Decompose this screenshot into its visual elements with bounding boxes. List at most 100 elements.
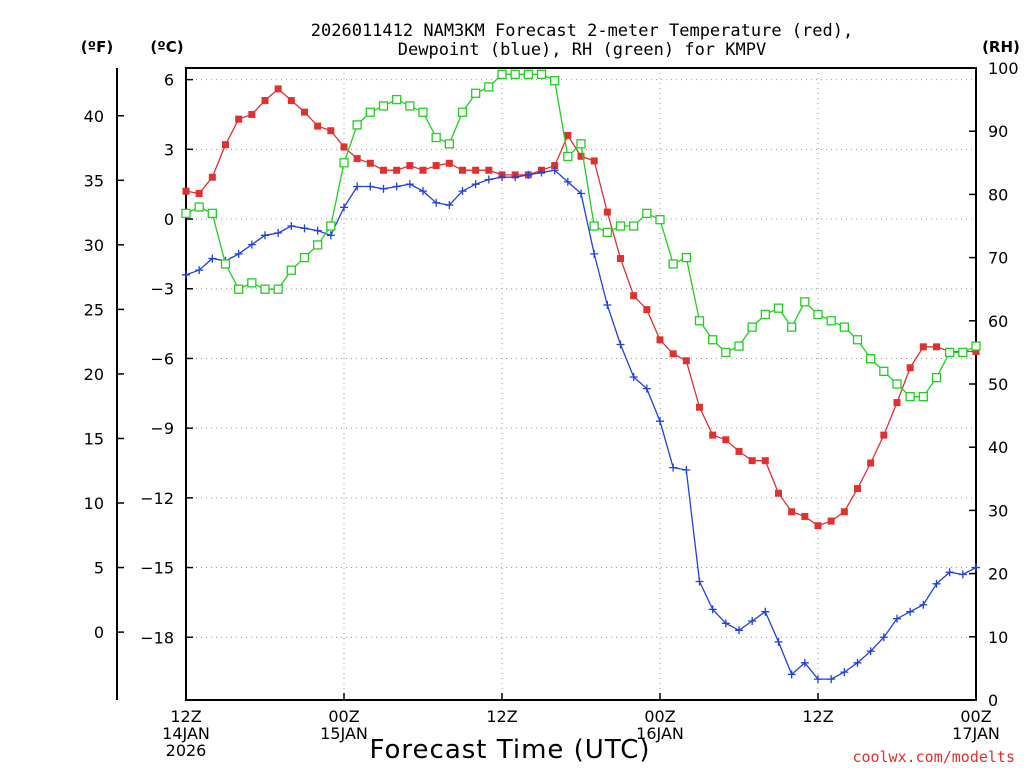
celsius-tick-label: −15 (140, 559, 174, 578)
rh-point (800, 297, 810, 307)
rh-point (563, 151, 573, 162)
dewpoint-line (185, 169, 977, 680)
time-tick-label: 16JAN (636, 724, 684, 743)
temperature-point (880, 431, 888, 439)
dewpoint-point (945, 568, 954, 577)
temperature-point (445, 159, 453, 167)
fahrenheit-tick-labels: 40 35 30 25 20 15 10 5 0 (84, 107, 124, 642)
temperature-point (353, 155, 361, 163)
dewpoint-point (274, 228, 283, 237)
rh-point (773, 303, 784, 313)
rh-point (497, 69, 507, 79)
dewpoint-point (340, 203, 348, 212)
rh-point (247, 278, 257, 288)
rh-point (826, 316, 836, 326)
rh-point (392, 94, 402, 105)
temperature-point (630, 292, 638, 300)
rh-point (313, 240, 323, 250)
dewpoint-point (906, 607, 915, 616)
rh-point (234, 284, 244, 294)
dewpoint-point (471, 180, 480, 189)
dewpoint-point (445, 201, 454, 210)
rh-tick-label: 20 (988, 565, 1008, 584)
rh-point (931, 373, 942, 383)
dewpoint-point (827, 675, 836, 684)
time-tick-label: 00Z (960, 707, 991, 726)
dewpoint-point (195, 266, 204, 275)
fahrenheit-tick-label: 20 (84, 365, 104, 384)
temperature-point (380, 166, 387, 174)
temperature-point (340, 143, 348, 151)
rh-point (958, 347, 968, 358)
plot-frame (185, 67, 977, 701)
temperature-point (235, 115, 243, 123)
fahrenheit-tick-label: 15 (84, 429, 104, 448)
temperature-point (919, 343, 927, 351)
rh-point (602, 227, 612, 237)
fahrenheit-unit-label: (ºF) (81, 38, 113, 56)
rh-point (523, 69, 533, 79)
dewpoint-point (524, 170, 533, 179)
dewpoint-point (511, 173, 520, 182)
time-tick-label: 00Z (644, 707, 675, 726)
temperature-point (314, 122, 322, 130)
celsius-tick-label: −3 (150, 280, 174, 299)
rh-point (431, 132, 441, 143)
temperature-point (208, 173, 216, 181)
rh-point (550, 75, 560, 86)
celsius-tick-label: −6 (150, 349, 174, 368)
dewpoint-point (182, 270, 190, 279)
dewpoint-point (656, 417, 664, 426)
temperature-point (564, 131, 572, 139)
rh-point (629, 221, 639, 231)
dewpoint-point (287, 222, 296, 230)
dewpoint-point (642, 384, 651, 393)
dewpoint-point (682, 465, 691, 474)
temperature-point (327, 127, 335, 135)
dewpoint-series (182, 166, 980, 684)
dewpoint-point (748, 617, 757, 625)
temperature-point (682, 357, 690, 365)
dewpoint-point (234, 249, 243, 258)
rh-point (352, 120, 362, 130)
rh-point (510, 69, 520, 79)
rh-point (457, 107, 468, 117)
rh-point (760, 309, 770, 320)
dewpoint-point (721, 619, 730, 628)
temperature-point (867, 459, 875, 467)
rh-point (260, 284, 270, 294)
temperature-point (393, 166, 401, 174)
dewpoint-point (498, 173, 506, 182)
rh-point (721, 347, 731, 358)
dewpoint-point (919, 600, 928, 609)
celsius-tick-label: −9 (150, 419, 174, 438)
temperature-point (195, 189, 203, 197)
rh-point (589, 221, 599, 231)
temperature-point (590, 157, 598, 165)
time-tick-label: 14JAN (162, 724, 210, 743)
rh-point (694, 316, 705, 326)
time-tick-label: 17JAN (952, 724, 1000, 743)
fahrenheit-tick-label: 10 (84, 494, 104, 513)
temperature-point (432, 162, 440, 170)
rh-point (536, 69, 547, 79)
rh-point (181, 208, 191, 219)
dewpoint-point (669, 463, 678, 472)
dewpoint-point (353, 182, 362, 191)
temperature-point (287, 97, 295, 105)
time-tick-label: 12Z (170, 707, 201, 726)
dewpoint-point (379, 184, 388, 193)
dewpoint-point (695, 577, 704, 586)
rh-point (747, 322, 757, 332)
rh-point (681, 252, 691, 263)
rh-point (879, 366, 889, 377)
dewpoint-point (300, 224, 309, 233)
temperature-point (643, 306, 651, 314)
rh-point (286, 265, 296, 275)
temperature-point (788, 508, 796, 516)
dewpoint-point (550, 166, 559, 175)
rh-point (787, 322, 797, 332)
rh-point (655, 215, 665, 225)
rh-point (339, 158, 349, 168)
